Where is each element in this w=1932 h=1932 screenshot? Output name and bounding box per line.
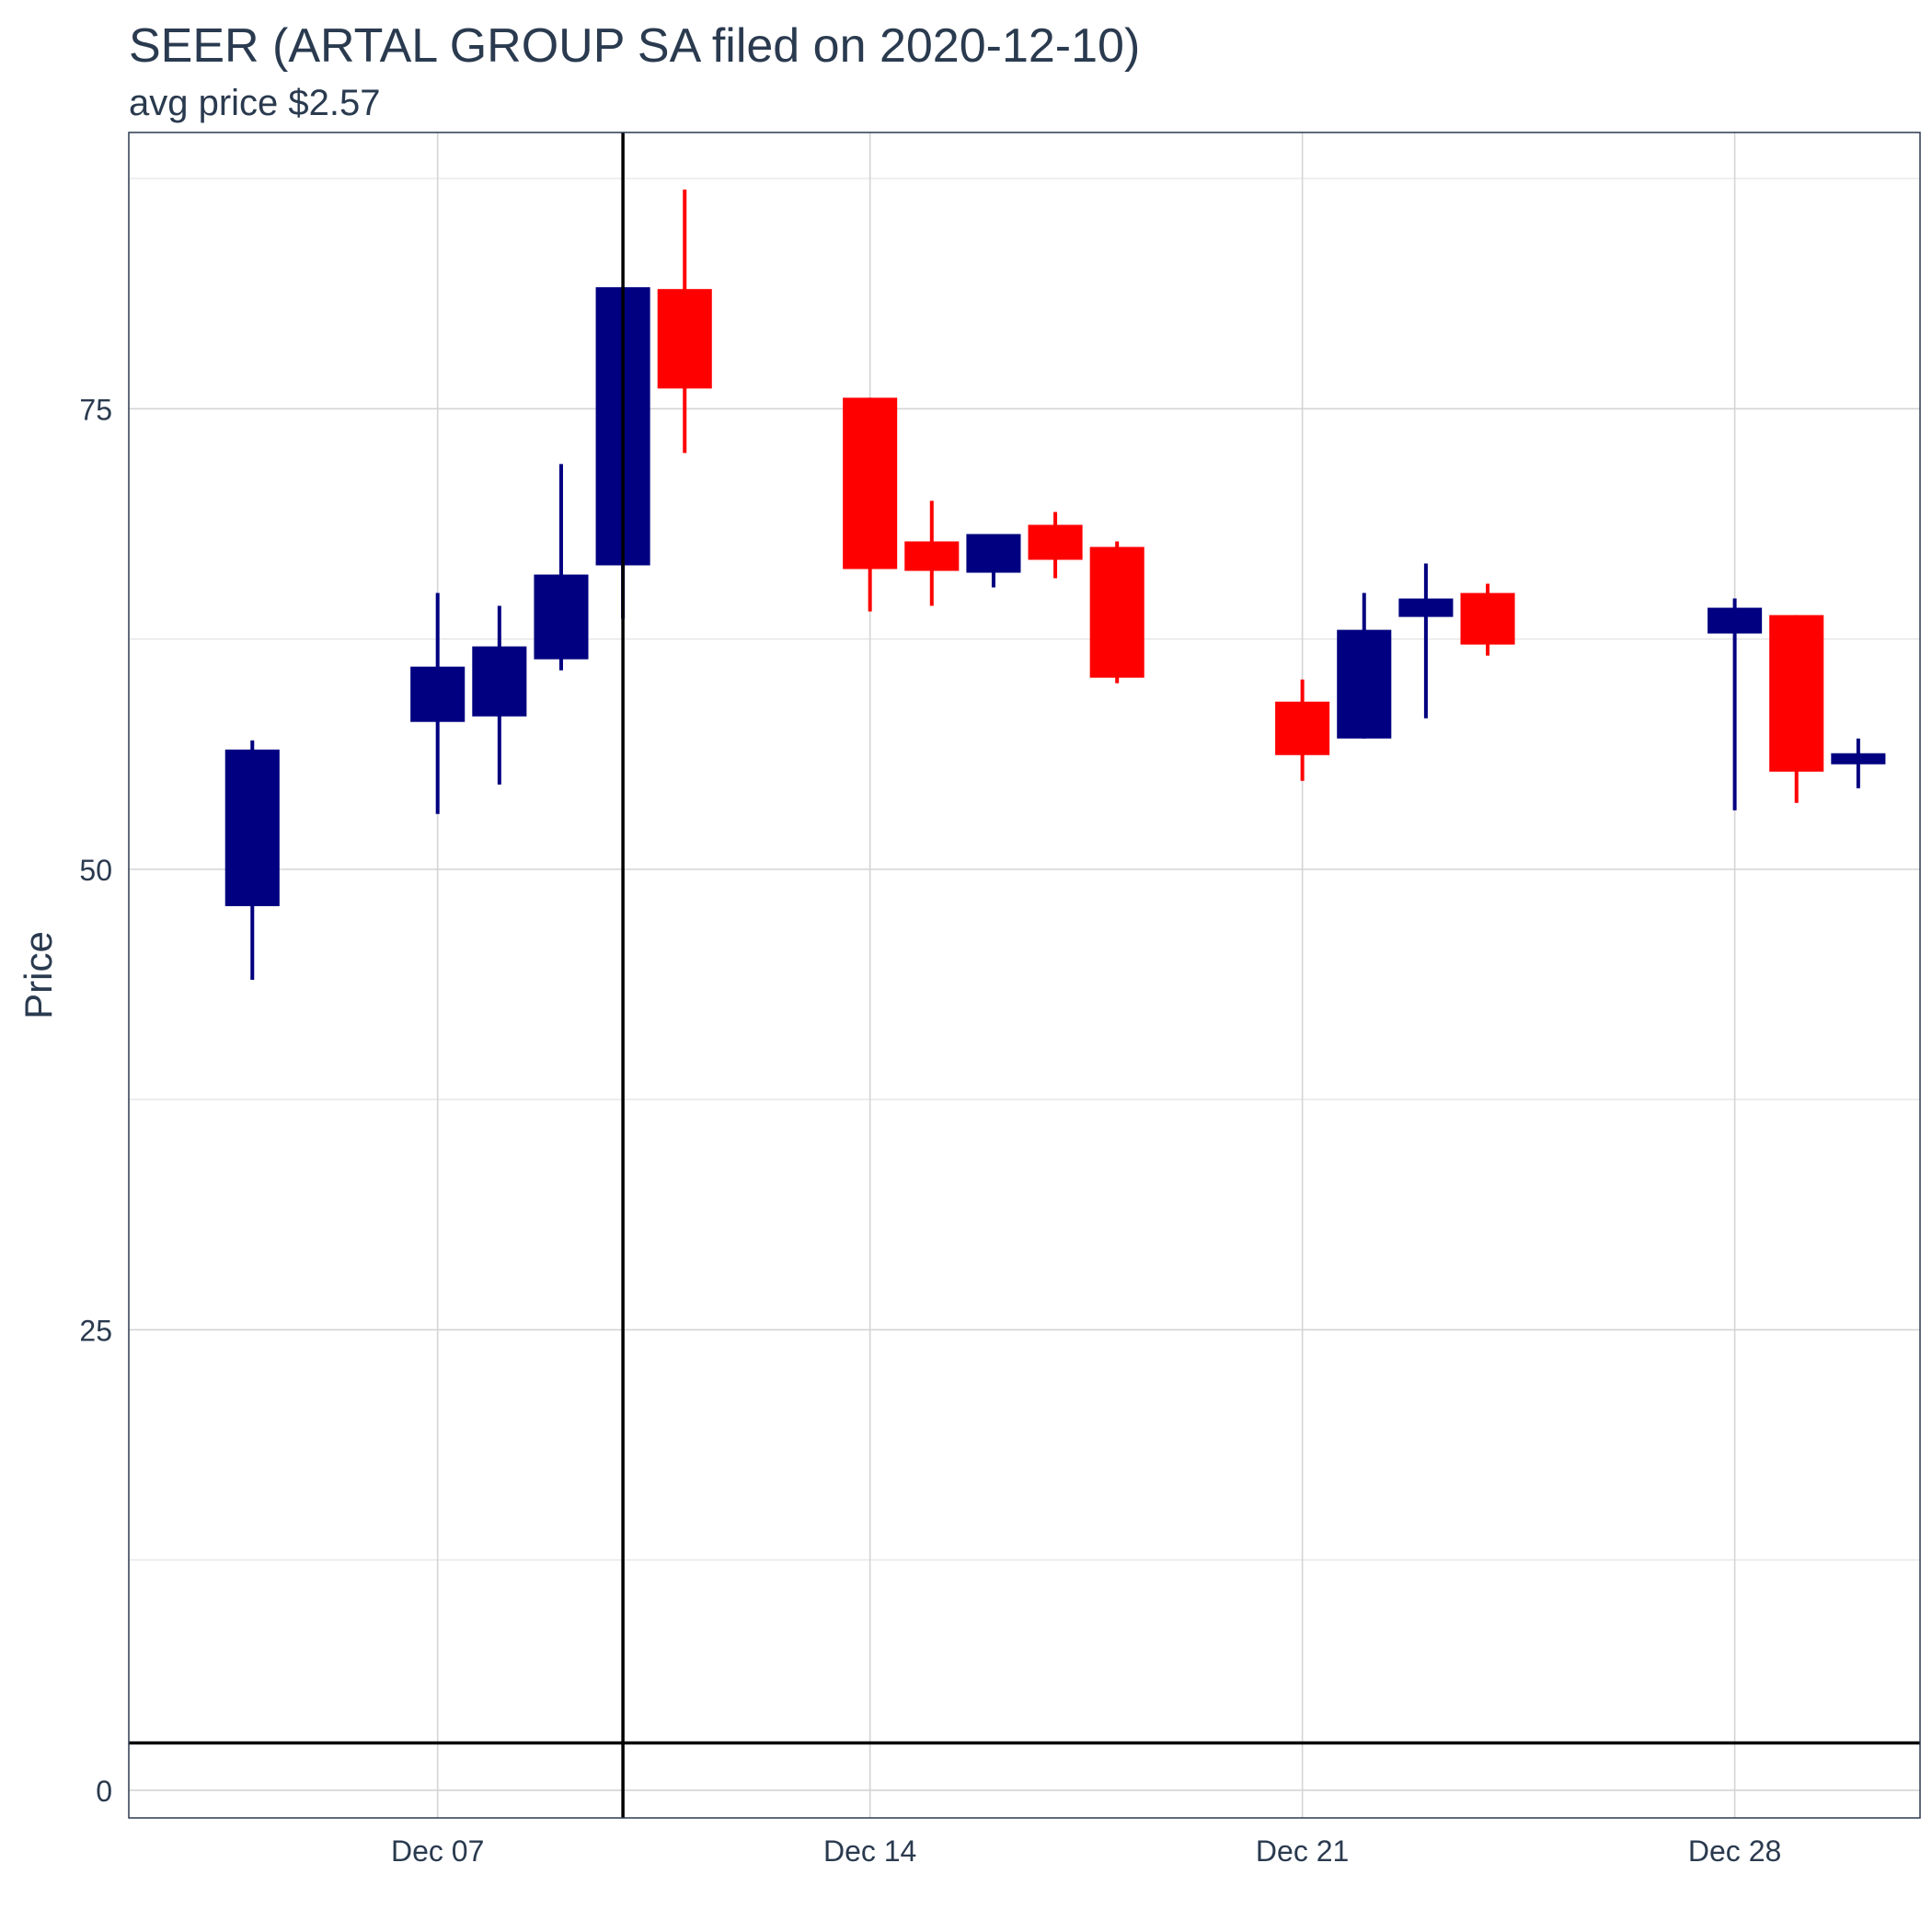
chart-title: SEER (ARTAL GROUP SA filed on 2020-12-10… <box>129 19 1141 73</box>
grid-lines <box>129 132 1920 1818</box>
candle-up <box>1831 738 1886 788</box>
candle-up <box>534 464 589 671</box>
candle-body <box>1831 753 1886 765</box>
candle-down <box>1460 583 1515 656</box>
candle-body <box>904 541 960 571</box>
candle-up <box>966 534 1021 588</box>
candle-down <box>843 397 898 612</box>
x-tick-label: Dec 28 <box>1688 1834 1781 1868</box>
candles <box>224 190 1886 981</box>
candle-body <box>1460 592 1515 645</box>
y-axis-tick-labels: 0 25 50 75 <box>79 393 112 1808</box>
candle-up <box>224 740 280 981</box>
candle-body <box>1275 701 1330 755</box>
reference-lines <box>129 132 1920 1818</box>
candle-body <box>657 289 712 389</box>
y-tick-label: 25 <box>79 1314 112 1347</box>
plot-frame <box>128 132 1921 1819</box>
x-tick-label: Dec 21 <box>1256 1834 1349 1868</box>
x-tick-label: Dec 14 <box>823 1834 916 1868</box>
candle-down <box>1769 615 1824 803</box>
candle-up <box>1708 598 1763 811</box>
candle-body <box>410 666 466 722</box>
candle-up <box>1398 563 1454 719</box>
candle-body <box>1398 598 1454 617</box>
chart-subtitle: avg price $2.57 <box>129 83 381 123</box>
candle-down <box>1089 541 1144 684</box>
candle-up <box>1337 592 1392 739</box>
candle-body <box>966 534 1021 573</box>
y-axis-label: Price <box>17 931 60 1019</box>
candle-up <box>472 605 527 785</box>
candle-body <box>224 749 280 906</box>
candle-down <box>657 190 712 454</box>
candle-body <box>1708 607 1763 634</box>
candle-down <box>1028 512 1083 579</box>
candle-body <box>1769 615 1824 772</box>
candle-down <box>1275 679 1330 781</box>
y-tick-label: 75 <box>79 393 112 426</box>
candle-body <box>1337 629 1392 739</box>
y-tick-label: 0 <box>96 1775 112 1808</box>
x-axis-tick-labels: Dec 07 Dec 14 Dec 21 Dec 28 <box>391 1834 1781 1868</box>
candle-up <box>410 592 466 814</box>
x-tick-label: Dec 07 <box>391 1834 484 1868</box>
candle-body <box>843 397 898 569</box>
y-tick-label: 50 <box>79 854 112 887</box>
candle-body <box>1089 546 1144 678</box>
candle-down <box>904 500 960 606</box>
candle-body <box>1028 524 1083 560</box>
candle-body <box>472 646 527 717</box>
candle-body <box>534 574 589 660</box>
